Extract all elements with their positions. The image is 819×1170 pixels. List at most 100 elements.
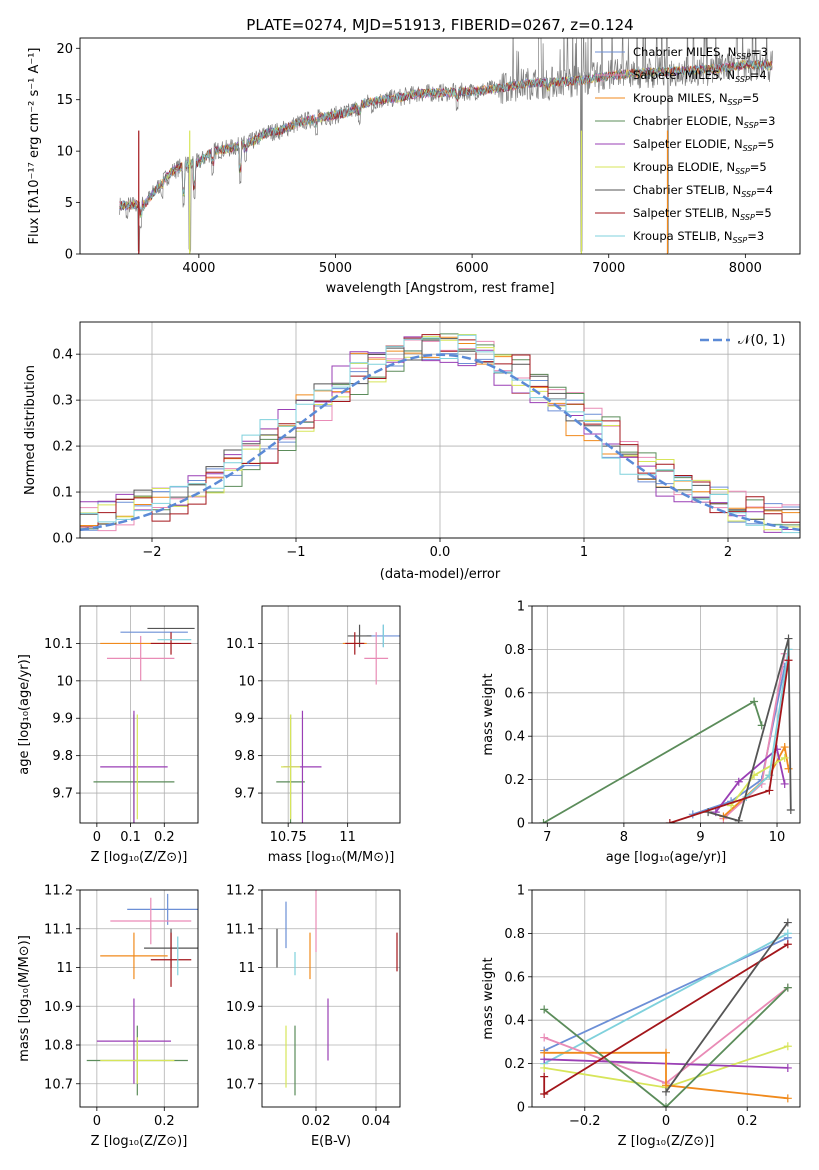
legend-subscript: SSP bbox=[735, 75, 750, 84]
weight-line bbox=[665, 921, 789, 1093]
x-axis-label: age [log₁₀(age/yr)] bbox=[606, 850, 727, 865]
weight-marker bbox=[540, 1033, 549, 1042]
weight-line bbox=[692, 666, 786, 816]
y-tick-label: 11 bbox=[56, 961, 73, 976]
y-tick-label: 11.1 bbox=[44, 922, 73, 937]
legend-label: Kroupa MILES, NSSP=5 bbox=[633, 91, 759, 107]
legend-text: Salpeter STELIB, N bbox=[633, 206, 740, 220]
x-tick-label: 0 bbox=[93, 1114, 101, 1129]
legend-suffix: =4 bbox=[756, 183, 773, 197]
y-tick-label: 0.3 bbox=[52, 394, 73, 409]
y-tick-label: 0.6 bbox=[504, 686, 525, 701]
panel-spectrum: 4000 5000 6000 7000 8000 0 5 10 15 20 wavelength [… bbox=[27, 37, 801, 296]
panel-residuals: −2 −1 0.0 1 2 0.0 0.1 0.2 0.3 0.4 (data-model)/err… bbox=[23, 321, 801, 582]
x-tick-label: 7000 bbox=[592, 261, 625, 276]
y-tick-label: 11.2 bbox=[226, 884, 255, 899]
axes-frame bbox=[261, 889, 401, 1108]
weight-marker bbox=[780, 753, 789, 762]
legend-subscript: SSP bbox=[740, 213, 755, 222]
weight-marker bbox=[783, 940, 792, 949]
x-tick-label: 7 bbox=[543, 830, 551, 845]
y-tick-label: 9.9 bbox=[234, 712, 255, 727]
weight-marker bbox=[773, 745, 782, 754]
axes-frame bbox=[79, 605, 199, 824]
y-tick-label: 0.6 bbox=[504, 970, 525, 985]
y-tick-label: 10.7 bbox=[44, 1077, 73, 1092]
plot-area bbox=[276, 890, 398, 1096]
weight-marker bbox=[540, 1048, 549, 1057]
x-tick-label: 8 bbox=[620, 830, 628, 845]
model-line bbox=[119, 59, 773, 218]
weight-marker bbox=[539, 819, 548, 823]
x-tick-label: 0.2 bbox=[737, 1114, 758, 1129]
y-tick-label: 0.8 bbox=[504, 927, 525, 942]
legend-subscript: SSP bbox=[735, 167, 750, 176]
y-tick-label: 0.4 bbox=[52, 348, 73, 363]
axes-frame bbox=[79, 37, 801, 255]
y-axis-label: mass weight bbox=[481, 957, 496, 1039]
weight-marker bbox=[750, 697, 759, 706]
panel-z-mass: 0 0.2 10.7 10.8 10.9 11 11.1 11.2 Z [log₁₀(Z/Z⊙)… bbox=[17, 884, 199, 1149]
weight-marker bbox=[665, 819, 674, 823]
normal-curve bbox=[80, 353, 800, 532]
legend-text: Kroupa ELODIE, N bbox=[633, 160, 735, 174]
x-axis-label: mass [log₁₀(M/M⊙)] bbox=[268, 850, 395, 865]
weight-marker bbox=[784, 656, 793, 665]
weight-marker bbox=[783, 1063, 792, 1072]
y-tick-label: 10 bbox=[56, 145, 73, 160]
legend-suffix: =3 bbox=[751, 45, 768, 59]
y-tick-label: 10.8 bbox=[44, 1039, 73, 1054]
weight-marker bbox=[734, 777, 743, 786]
y-tick-label: 15 bbox=[56, 93, 73, 108]
legend-label: Kroupa STELIB, NSSP=3 bbox=[633, 229, 764, 245]
y-axis-label: Normed distribution bbox=[23, 365, 38, 495]
weight-marker bbox=[540, 1072, 549, 1081]
y-tick-label: 0 bbox=[65, 248, 73, 263]
y-tick-label: 1 bbox=[517, 600, 525, 615]
y-axis-label: mass [log₁₀(M/M⊙)] bbox=[17, 935, 32, 1062]
x-axis-label: Z [log₁₀(Z/Z⊙)] bbox=[91, 1134, 188, 1149]
legend-subscript: SSP bbox=[736, 52, 751, 61]
x-tick-label: 5000 bbox=[319, 261, 352, 276]
legend-subscript: SSP bbox=[741, 190, 756, 199]
y-tick-label: 0.8 bbox=[504, 643, 525, 658]
weight-marker bbox=[783, 918, 792, 927]
y-tick-label: 0.2 bbox=[504, 1057, 525, 1072]
x-tick-label: 1 bbox=[580, 545, 588, 560]
axes-frame bbox=[531, 889, 801, 1108]
y-tick-label: 0 bbox=[517, 1101, 525, 1116]
panel-mass-age: 10.75 11 9.7 9.8 9.9 10 10.1 mass [log₁₀(M/M⊙)] bbox=[226, 605, 401, 865]
histogram-step bbox=[80, 336, 800, 538]
axes-frame bbox=[79, 321, 801, 539]
x-tick-label: 2 bbox=[724, 545, 732, 560]
weight-marker bbox=[783, 1042, 792, 1051]
legend-suffix: =3 bbox=[759, 114, 776, 128]
panel-z-age: 0 0.1 0.2 9.7 9.8 9.9 10 10.1 Z [log₁₀(Z/Z⊙)] age… bbox=[17, 605, 199, 865]
legend-label: Salpeter STELIB, NSSP=5 bbox=[633, 206, 772, 222]
weight-line bbox=[543, 700, 763, 823]
legend-text: Chabrier ELODIE, N bbox=[633, 114, 744, 128]
x-tick-label: 9 bbox=[696, 830, 704, 845]
y-tick-label: 10.9 bbox=[44, 1000, 73, 1015]
weight-marker bbox=[786, 805, 795, 814]
y-tick-label: 10 bbox=[238, 674, 255, 689]
y-tick-label: 10.9 bbox=[226, 1000, 255, 1015]
legend-label: 𝒩(0, 1) bbox=[738, 333, 785, 348]
x-tick-label: 0 bbox=[93, 830, 101, 845]
legend-suffix: =5 bbox=[755, 206, 772, 220]
x-axis-label: Z [log₁₀(Z/Z⊙)] bbox=[91, 850, 188, 865]
weight-marker bbox=[540, 1089, 549, 1098]
legend-text: Salpeter MILES, N bbox=[633, 68, 735, 82]
y-tick-label: 10 bbox=[56, 674, 73, 689]
weight-marker bbox=[734, 816, 743, 823]
plot-area bbox=[119, 38, 774, 254]
legend-label: Chabrier MILES, NSSP=3 bbox=[633, 45, 768, 61]
x-tick-label: 0.02 bbox=[302, 1114, 331, 1129]
y-tick-label: 11.2 bbox=[44, 884, 73, 899]
x-tick-label: 10 bbox=[769, 830, 786, 845]
weight-marker bbox=[783, 1094, 792, 1103]
x-tick-label: 0.1 bbox=[120, 830, 141, 845]
weight-marker bbox=[662, 1048, 670, 1057]
y-tick-label: 0.4 bbox=[504, 1014, 525, 1029]
